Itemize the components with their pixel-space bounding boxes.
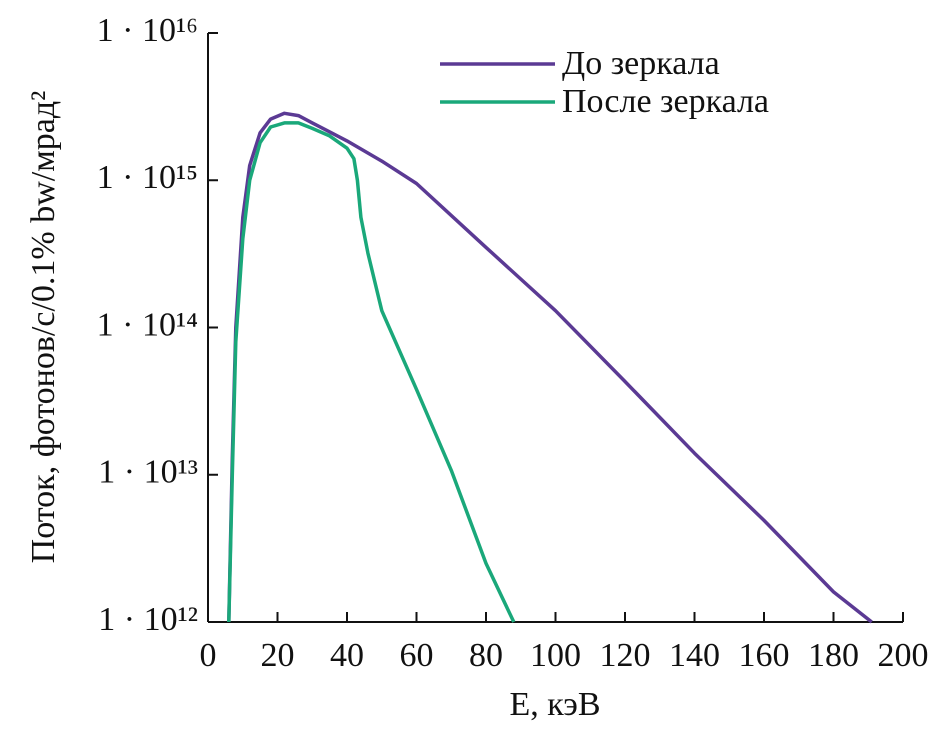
y-tick-label: 1 · 10¹⁴ <box>97 306 198 343</box>
x-tick-label: 60 <box>400 637 434 674</box>
x-tick-label: 120 <box>600 637 651 674</box>
x-tick-label: 100 <box>530 637 581 674</box>
legend-label: После зеркала <box>562 83 769 120</box>
x-tick-label: 180 <box>808 637 859 674</box>
x-tick-label: 140 <box>669 637 720 674</box>
data-line <box>227 111 873 624</box>
y-axis-label: Поток, фотонов/с/0.1% bw/мрад² <box>25 91 62 564</box>
y-tick-label: 1 · 10¹³ <box>98 454 198 491</box>
x-tick-label: 20 <box>261 637 295 674</box>
x-tick-label: 200 <box>878 637 929 674</box>
data-line <box>227 121 516 623</box>
y-tick-label: 1 · 10¹⁶ <box>97 12 198 49</box>
x-tick-label: 40 <box>330 637 364 674</box>
x-tick-label: 80 <box>469 637 503 674</box>
x-axis-label: E, кэВ <box>509 686 600 723</box>
x-tick-label: 160 <box>739 637 790 674</box>
x-tick-label: 0 <box>200 637 217 674</box>
y-tick-label: 1 · 10¹² <box>98 601 198 638</box>
legend-label: До зеркала <box>562 45 720 82</box>
y-tick-label: 1 · 10¹⁵ <box>97 159 198 196</box>
